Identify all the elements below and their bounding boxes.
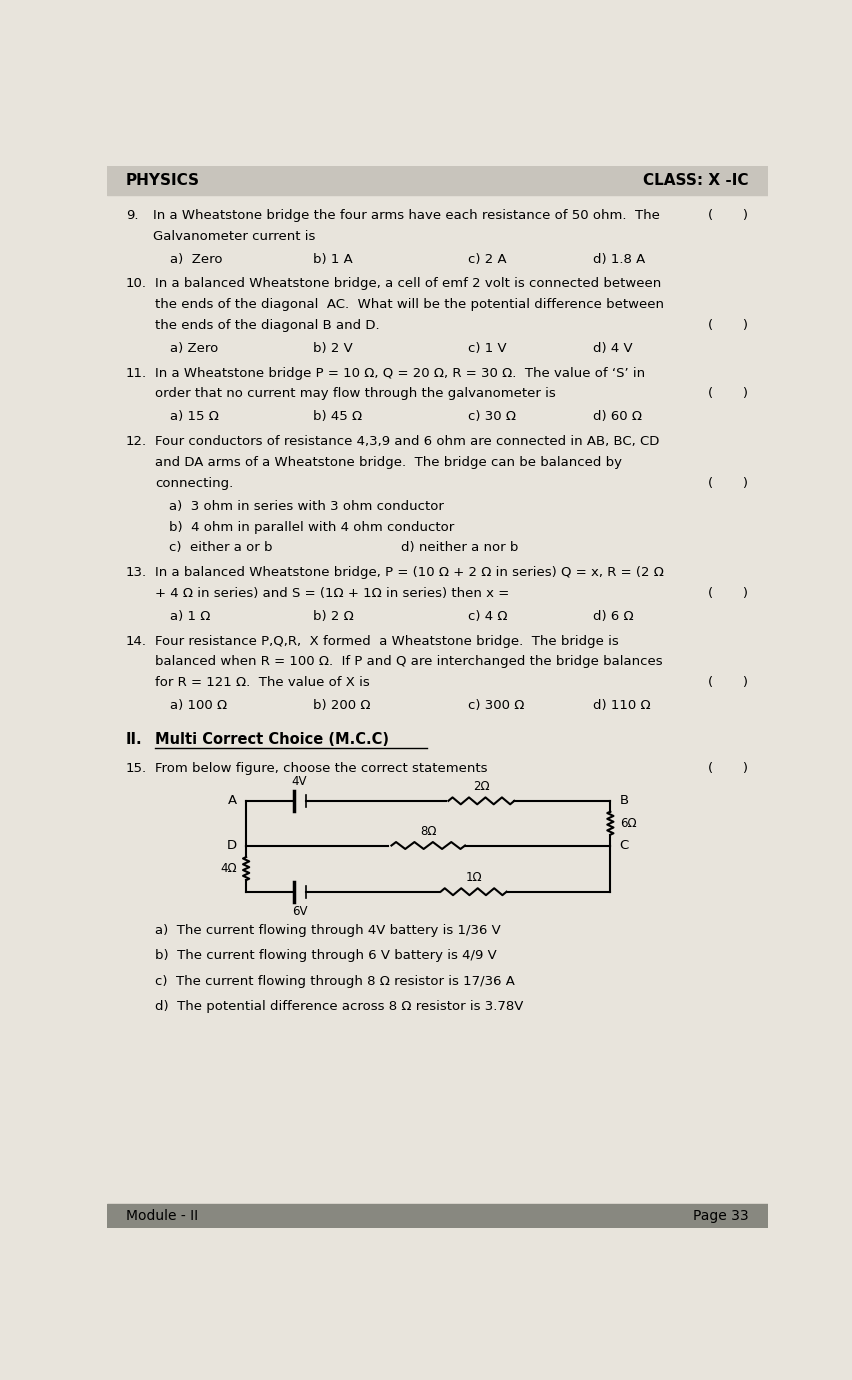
Text: a) Zero: a) Zero <box>170 342 217 355</box>
Text: (       ): ( ) <box>707 319 747 331</box>
Text: c) 300 Ω: c) 300 Ω <box>468 700 524 712</box>
Text: d)  The potential difference across 8 Ω resistor is 3.78V: d) The potential difference across 8 Ω r… <box>155 1000 523 1013</box>
Bar <box>106 166 767 195</box>
Text: II.: II. <box>126 731 142 747</box>
Text: d) 1.8 A: d) 1.8 A <box>592 253 644 265</box>
Text: (       ): ( ) <box>707 586 747 600</box>
Text: balanced when R = 100 Ω.  If P and Q are interchanged the bridge balances: balanced when R = 100 Ω. If P and Q are … <box>155 656 662 668</box>
Text: d) 60 Ω: d) 60 Ω <box>592 410 641 424</box>
Text: 10.: 10. <box>126 277 147 290</box>
Text: 2Ω: 2Ω <box>473 780 489 794</box>
Text: for R = 121 Ω.  The value of X is: for R = 121 Ω. The value of X is <box>155 676 370 689</box>
Text: connecting.: connecting. <box>155 476 233 490</box>
Text: d) neither a nor b: d) neither a nor b <box>400 541 518 555</box>
Text: Module - II: Module - II <box>126 1209 198 1223</box>
Text: 14.: 14. <box>126 635 147 647</box>
Text: 6V: 6V <box>291 905 307 918</box>
Text: b) 200 Ω: b) 200 Ω <box>313 700 370 712</box>
Text: (       ): ( ) <box>707 676 747 689</box>
Text: Four conductors of resistance 4,3,9 and 6 ohm are connected in AB, BC, CD: Four conductors of resistance 4,3,9 and … <box>155 435 659 448</box>
Text: a)  3 ohm in series with 3 ohm conductor: a) 3 ohm in series with 3 ohm conductor <box>169 500 443 513</box>
Text: and DA arms of a Wheatstone bridge.  The bridge can be balanced by: and DA arms of a Wheatstone bridge. The … <box>155 455 622 469</box>
Text: Galvanometer current is: Galvanometer current is <box>153 229 315 243</box>
Text: b)  4 ohm in parallel with 4 ohm conductor: b) 4 ohm in parallel with 4 ohm conducto… <box>169 520 453 534</box>
Text: 4Ω: 4Ω <box>220 862 237 875</box>
Text: 1Ω: 1Ω <box>464 871 481 885</box>
Text: the ends of the diagonal  AC.  What will be the potential difference between: the ends of the diagonal AC. What will b… <box>155 298 664 310</box>
Text: Multi Correct Choice (M.C.C): Multi Correct Choice (M.C.C) <box>155 731 389 747</box>
Text: (       ): ( ) <box>707 208 747 222</box>
Text: 11.: 11. <box>126 367 147 380</box>
Text: 9.: 9. <box>126 208 138 222</box>
Text: (       ): ( ) <box>707 762 747 776</box>
Text: In a Wheatstone bridge the four arms have each resistance of 50 ohm.  The: In a Wheatstone bridge the four arms hav… <box>153 208 659 222</box>
Text: c) 30 Ω: c) 30 Ω <box>468 410 515 424</box>
Text: c)  The current flowing through 8 Ω resistor is 17/36 A: c) The current flowing through 8 Ω resis… <box>155 974 515 988</box>
Text: 13.: 13. <box>126 566 147 580</box>
Text: c)  either a or b: c) either a or b <box>169 541 272 555</box>
Text: d) 4 V: d) 4 V <box>592 342 631 355</box>
Text: b) 45 Ω: b) 45 Ω <box>313 410 361 424</box>
Text: In a balanced Wheatstone bridge, P = (10 Ω + 2 Ω in series) Q = x, R = (2 Ω: In a balanced Wheatstone bridge, P = (10… <box>155 566 664 580</box>
Text: 4V: 4V <box>291 774 307 788</box>
Text: d) 110 Ω: d) 110 Ω <box>592 700 649 712</box>
Text: From below figure, choose the correct statements: From below figure, choose the correct st… <box>155 762 487 776</box>
Text: In a balanced Wheatstone bridge, a cell of emf 2 volt is connected between: In a balanced Wheatstone bridge, a cell … <box>155 277 661 290</box>
Text: a)  Zero: a) Zero <box>170 253 222 265</box>
Text: 8Ω: 8Ω <box>419 825 436 838</box>
Bar <box>106 1203 767 1228</box>
Text: (       ): ( ) <box>707 476 747 490</box>
Text: b) 2 Ω: b) 2 Ω <box>313 610 353 622</box>
Text: + 4 Ω in series) and S = (1Ω + 1Ω in series) then x =: + 4 Ω in series) and S = (1Ω + 1Ω in ser… <box>155 586 509 600</box>
Text: Four resistance P,Q,R,  X formed  a Wheatstone bridge.  The bridge is: Four resistance P,Q,R, X formed a Wheats… <box>155 635 619 647</box>
Text: 15.: 15. <box>126 762 147 776</box>
Text: In a Wheatstone bridge P = 10 Ω, Q = 20 Ω, R = 30 Ω.  The value of ‘S’ in: In a Wheatstone bridge P = 10 Ω, Q = 20 … <box>155 367 645 380</box>
Text: a) 100 Ω: a) 100 Ω <box>170 700 227 712</box>
Text: CLASS: X -IC: CLASS: X -IC <box>642 172 747 188</box>
Text: 6Ω: 6Ω <box>619 817 636 829</box>
Text: the ends of the diagonal B and D.: the ends of the diagonal B and D. <box>155 319 380 331</box>
Text: a) 1 Ω: a) 1 Ω <box>170 610 210 622</box>
Text: c) 1 V: c) 1 V <box>468 342 506 355</box>
Text: PHYSICS: PHYSICS <box>126 172 199 188</box>
Text: order that no current may flow through the galvanometer is: order that no current may flow through t… <box>155 388 556 400</box>
Text: b) 1 A: b) 1 A <box>313 253 352 265</box>
Text: C: C <box>619 839 628 851</box>
Text: b)  The current flowing through 6 V battery is 4/9 V: b) The current flowing through 6 V batte… <box>155 949 497 962</box>
Text: b) 2 V: b) 2 V <box>313 342 352 355</box>
Text: D: D <box>227 839 237 851</box>
Text: a) 15 Ω: a) 15 Ω <box>170 410 218 424</box>
Text: 12.: 12. <box>126 435 147 448</box>
Text: a)  The current flowing through 4V battery is 1/36 V: a) The current flowing through 4V batter… <box>155 925 501 937</box>
Text: Page 33: Page 33 <box>692 1209 747 1223</box>
Text: (       ): ( ) <box>707 388 747 400</box>
Text: A: A <box>227 795 237 807</box>
Text: c) 4 Ω: c) 4 Ω <box>468 610 507 622</box>
Text: d) 6 Ω: d) 6 Ω <box>592 610 633 622</box>
Text: B: B <box>619 795 628 807</box>
Text: c) 2 A: c) 2 A <box>468 253 506 265</box>
